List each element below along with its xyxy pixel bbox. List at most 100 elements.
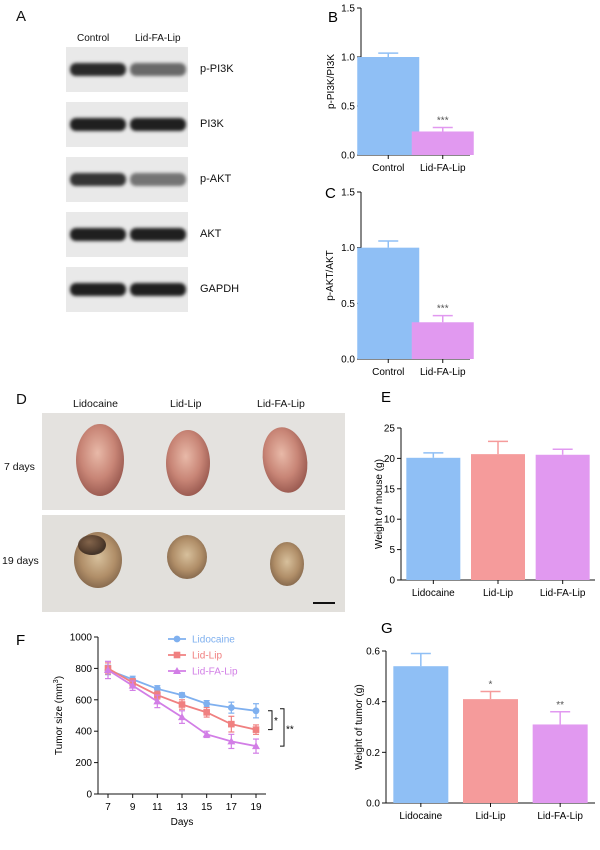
blot-band (130, 118, 186, 131)
tumor-lid-fa-lip-19-days (270, 542, 304, 586)
bar-g-0 (393, 666, 449, 803)
blot-column-label-lid-fa-lip: Lid-FA-Lip (135, 33, 181, 44)
bar-b-0 (357, 57, 420, 155)
blot-band (70, 118, 126, 131)
y-tick-label-f: 0 (86, 790, 92, 801)
x-tick-label-e: Lid-Lip (483, 588, 513, 599)
bar-c-1 (411, 322, 474, 359)
point-lid-lip (203, 709, 210, 716)
y-axis-label-g: Weight of tumor (g) (354, 684, 365, 769)
panel-letter-c: C (325, 185, 336, 202)
point-lid-fa-lip (202, 730, 211, 738)
bar-e-1 (471, 454, 525, 580)
significance-bracket-2 (280, 708, 285, 747)
panel-d-tumor-photos: D Lidocaine Lid-Lip Lid-FA-Lip 7 days 19… (0, 385, 345, 615)
blot-label-pi3k: PI3K (200, 118, 224, 130)
blot-label-p-pi3k: p-PI3K (200, 63, 234, 75)
y-tick-label-e: 5 (389, 545, 395, 556)
point-lid-fa-lip (178, 713, 186, 721)
y-tick-label-c: 1.0 (341, 243, 355, 254)
bar-e-2 (535, 454, 590, 580)
x-tick-label-g: Lid-Lip (475, 811, 505, 822)
photo-column-label-lid-lip: Lid-Lip (170, 398, 202, 410)
y-tick-label-c: 0.5 (341, 299, 355, 310)
blot-row-akt (66, 212, 188, 257)
blot-band (70, 283, 126, 296)
blot-row-p-pi3k (66, 47, 188, 92)
significance-label-b: *** (437, 116, 449, 127)
x-axis-label-f: Days (171, 817, 194, 828)
point-lidocaine (178, 691, 186, 699)
panel-letter-e: E (381, 389, 391, 406)
y-tick-label-e: 15 (384, 484, 396, 495)
blot-label-akt: AKT (200, 228, 222, 240)
blot-band (130, 283, 186, 296)
significance-label-g: ** (556, 700, 564, 711)
y-axis-label-f: Tumor size (mm3) (53, 676, 65, 755)
legend-label-lid-fa-lip: Lid-FA-Lip (192, 667, 238, 678)
bar-g-1 (463, 699, 518, 803)
bar-c-0 (357, 247, 420, 359)
point-lid-fa-lip (104, 665, 112, 673)
y-tick-label-f: 400 (75, 727, 92, 738)
blot-band (130, 63, 186, 76)
y-axis-label-c: p-AKT/AKT (325, 250, 336, 301)
blot-label-p-akt: p-AKT (200, 173, 232, 185)
point-lid-lip (178, 701, 186, 708)
point-lid-fa-lip (128, 681, 137, 689)
y-tick-label-g: 0.4 (366, 697, 380, 708)
tumor-lid-lip-7-days (166, 430, 210, 496)
legend-label-lidocaine: Lidocaine (192, 635, 235, 646)
point-lid-fa-lip (252, 742, 260, 750)
x-tick-label-c: Control (372, 367, 404, 378)
x-tick-label-f: 7 (105, 802, 111, 813)
y-tick-label-c: 1.5 (341, 188, 355, 199)
y-tick-label-c: 0.0 (341, 355, 355, 366)
y-tick-label-e: 0 (389, 576, 395, 587)
blot-band (130, 228, 186, 241)
photo-row-label-7-days: 7 days (4, 461, 35, 473)
x-tick-label-f: 11 (152, 802, 163, 813)
panel-a-western-blot: A Control Lid-FA-Lip p-PI3K PI3K p-AKT AKT G… (0, 0, 300, 330)
point-lidocaine (153, 685, 161, 693)
x-tick-label-c: Lid-FA-Lip (420, 367, 466, 378)
y-tick-label-e: 25 (384, 424, 396, 435)
blot-band (70, 228, 126, 241)
blot-band (130, 173, 186, 186)
tumor-lidocaine-7-days (76, 424, 124, 496)
tumor-photo-image (42, 413, 345, 612)
tumor-lid-lip-19-days (167, 535, 207, 579)
photo-row-label-19-days: 19 days (2, 555, 39, 567)
x-tick-label-g: Lidocaine (399, 811, 442, 822)
y-tick-label-b: 0.0 (341, 151, 355, 162)
legend-marker (173, 635, 181, 643)
legend-label-lid-lip: Lid-Lip (192, 651, 222, 662)
blot-column-label-control: Control (77, 33, 110, 44)
photo-column-label-lidocaine: Lidocaine (73, 398, 118, 410)
y-tick-label-g: 0.6 (366, 647, 380, 658)
x-tick-label-f: 15 (201, 802, 213, 813)
blot-row-pi3k (66, 102, 188, 147)
point-lid-lip (228, 720, 235, 728)
blot-row-gapdh (66, 267, 188, 312)
significance-label-f-1: * (274, 716, 278, 727)
y-tick-label-f: 600 (75, 695, 92, 706)
y-tick-label-g: 0.2 (366, 748, 380, 759)
x-tick-label-e: Lidocaine (412, 588, 455, 599)
x-tick-label-b: Lid-FA-Lip (420, 163, 466, 174)
y-tick-label-f: 800 (75, 664, 92, 675)
tumor-lidocaine-19-days-dark (78, 535, 106, 555)
y-axis-label-b: p-PI3K/PI3K (326, 54, 337, 109)
bar-e-0 (406, 457, 461, 580)
y-tick-label-g: 0.0 (366, 799, 380, 810)
significance-label-g: * (489, 680, 493, 691)
x-tick-label-e: Lid-FA-Lip (540, 588, 586, 599)
y-tick-label-b: 1.5 (341, 4, 355, 15)
blot-label-gapdh: GAPDH (200, 283, 240, 295)
y-tick-label-f: 1000 (70, 633, 93, 644)
legend-marker (173, 667, 181, 674)
photo-column-label-lid-fa-lip: Lid-FA-Lip (257, 398, 305, 410)
x-tick-label-f: 17 (226, 802, 238, 813)
point-lidocaine (203, 700, 211, 708)
